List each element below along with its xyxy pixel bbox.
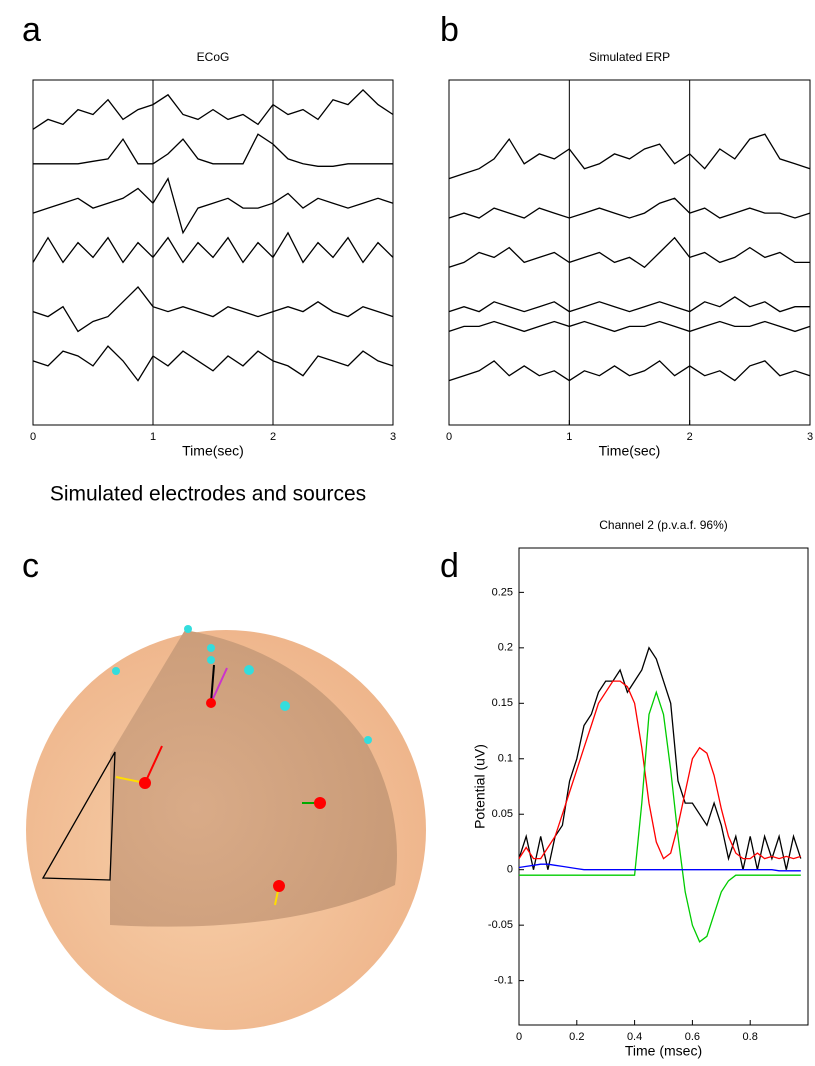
electrodes xyxy=(112,625,372,744)
x-tick-label: 0 xyxy=(516,1031,522,1043)
panel-letter: a xyxy=(22,11,41,49)
series-line xyxy=(518,646,802,870)
x-axis-label: Time(sec) xyxy=(182,443,244,459)
x-tick-label: 0.8 xyxy=(743,1031,758,1043)
triangle xyxy=(41,751,116,881)
y-tick-label: 0.25 xyxy=(492,586,513,598)
series-line xyxy=(448,296,810,313)
chart-title: Simulated ERP xyxy=(589,50,670,64)
panel-letter: b xyxy=(440,11,459,49)
plot-frame xyxy=(448,79,811,426)
x-tick-label: 3 xyxy=(390,431,396,443)
x-tick-label: 1 xyxy=(566,431,572,443)
y-tick-label: -0.1 xyxy=(494,975,513,987)
series-line xyxy=(448,197,811,219)
head-model xyxy=(26,625,426,1030)
series-line xyxy=(518,863,801,872)
series-line xyxy=(448,320,811,333)
series-line xyxy=(32,88,394,130)
panel-letter: d xyxy=(440,547,459,585)
series-line xyxy=(32,231,394,264)
series-line xyxy=(448,360,811,382)
x-tick-label: 0 xyxy=(446,431,452,443)
y-tick-label: -0.05 xyxy=(488,919,513,931)
series-line xyxy=(32,345,394,382)
series-line xyxy=(33,133,393,167)
x-axis-label: Time(sec) xyxy=(599,443,661,459)
x-axis-label: Time (msec) xyxy=(625,1043,702,1059)
chart-title: Channel 2 (p.v.a.f. 96%) xyxy=(599,518,728,532)
series-line xyxy=(518,680,801,860)
x-tick-label: 3 xyxy=(807,431,813,443)
series-line xyxy=(32,176,394,235)
plot-frame xyxy=(32,79,394,426)
sources xyxy=(115,664,326,906)
y-tick-label: 0.2 xyxy=(498,642,513,654)
x-tick-label: 0.4 xyxy=(627,1031,642,1043)
series-line xyxy=(519,690,801,943)
x-tick-label: 2 xyxy=(687,431,693,443)
chart-title: ECoG xyxy=(197,50,230,64)
y-tick-label: 0.1 xyxy=(498,753,513,765)
plot-frame xyxy=(518,547,809,1026)
series-line xyxy=(448,133,811,180)
x-tick-label: 0.2 xyxy=(569,1031,584,1043)
heading: Simulated electrodes and sources xyxy=(50,483,366,506)
series-line xyxy=(448,236,810,269)
y-tick-label: 0.05 xyxy=(492,808,513,820)
x-tick-label: 1 xyxy=(150,431,156,443)
panel-letter: c xyxy=(22,547,39,585)
cutaway xyxy=(110,630,397,927)
y-tick-label: 0 xyxy=(507,864,513,876)
x-tick-label: 0 xyxy=(30,431,36,443)
y-axis-label: Potential (uV) xyxy=(472,744,488,829)
x-tick-label: 2 xyxy=(270,431,276,443)
series-line xyxy=(32,286,394,333)
y-tick-label: 0.15 xyxy=(492,697,513,709)
x-tick-label: 0.6 xyxy=(685,1031,700,1043)
